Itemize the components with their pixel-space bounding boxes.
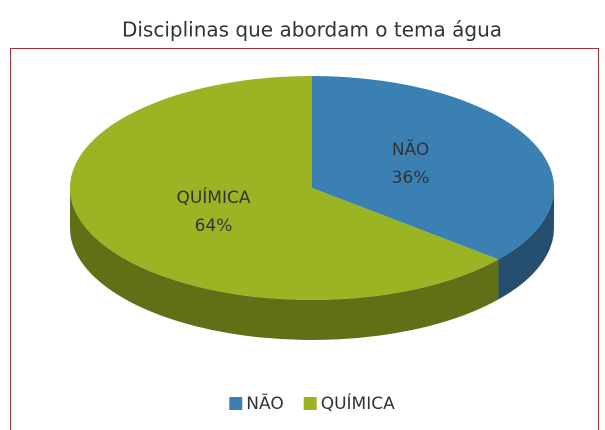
legend-label: QUÍMICA xyxy=(321,392,395,414)
pie-side xyxy=(70,188,499,341)
slice-value-label: 36% xyxy=(392,168,430,188)
legend-swatch xyxy=(303,397,317,410)
legend-swatch xyxy=(229,397,243,410)
pie-slice xyxy=(69,76,499,300)
legend-label: NÃO xyxy=(246,392,283,414)
slice-value-label: 64% xyxy=(195,216,233,236)
pie-slice xyxy=(312,76,554,260)
chart-frame xyxy=(10,48,599,430)
pie-side xyxy=(498,188,554,300)
chart-title: Disciplinas que abordam o tema água xyxy=(122,18,502,42)
slice-category-label: QUÍMICA xyxy=(176,186,250,208)
slice-category-label: NÃO xyxy=(392,138,429,160)
